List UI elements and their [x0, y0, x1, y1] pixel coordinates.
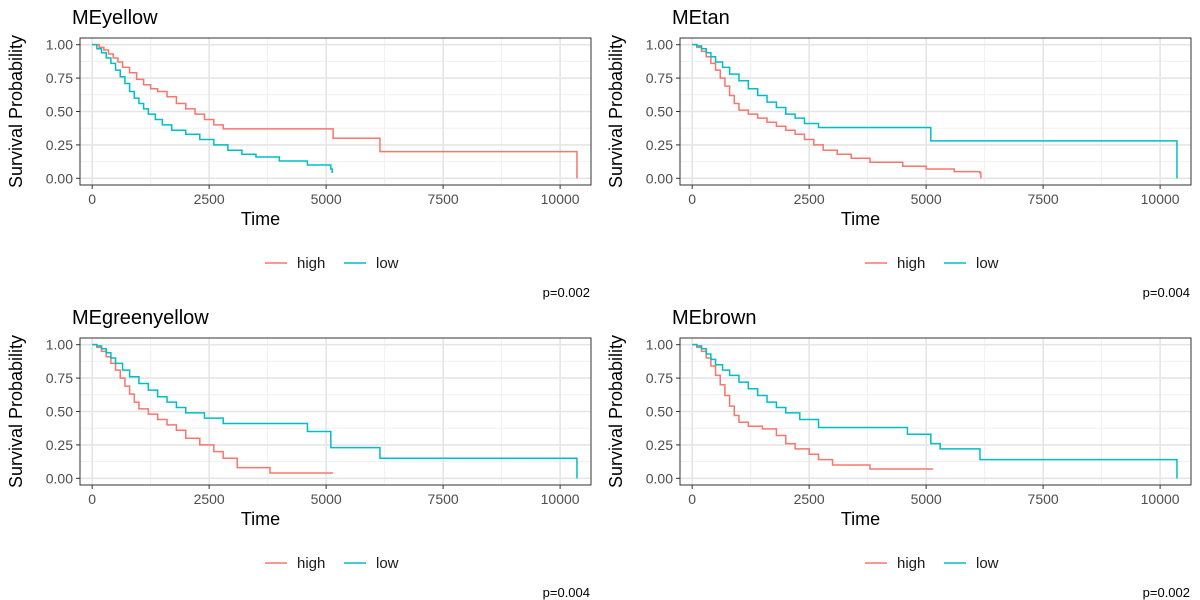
x-tick-label: 2500: [194, 191, 225, 207]
chart-panel-MEyellow: MEyellow 0 2500 5000 7500 10000 0.00 0.25 0.50 0.…: [6, 7, 620, 300]
y-tick-label: 0.50: [646, 404, 673, 420]
series-line-high: [92, 43, 578, 179]
chart-panel-MEgreenyellow: MEgreenyellow 0 2500 5000 7500 10000 0.00 0.25 0…: [6, 307, 620, 600]
chart-panel-MEbrown: MEbrown 0 2500 5000 7500 10000 0.00 0.25 0.50 0.7…: [606, 307, 1192, 600]
x-tick-label: 7500: [1028, 491, 1059, 507]
p-value: p=0.004: [543, 585, 590, 600]
p-value: p=0.004: [1143, 285, 1190, 300]
x-axis-title: Time: [841, 209, 880, 229]
series-line-low: [692, 43, 1178, 179]
y-axis-title: Survival Probability: [6, 35, 26, 188]
x-tick-label: 0: [688, 491, 696, 507]
x-tick-label: 5000: [911, 191, 942, 207]
x-tick-label: 10000: [541, 491, 580, 507]
x-tick-label: 7500: [428, 191, 459, 207]
chart-title: MEtan: [672, 7, 730, 29]
legend: high low: [265, 555, 399, 572]
legend-label-low: low: [376, 255, 399, 272]
y-tick-label: 0.50: [46, 104, 73, 120]
y-tick-label: 0.00: [46, 470, 73, 486]
x-tick-label: 10000: [1141, 491, 1180, 507]
y-tick-label: 0.00: [46, 170, 73, 186]
series-line-low: [692, 343, 1178, 479]
y-tick-label: 1.00: [646, 37, 673, 53]
series-line-low: [92, 43, 333, 173]
x-tick-label: 5000: [911, 491, 942, 507]
y-axis-title: Survival Probability: [6, 335, 26, 488]
x-tick-label: 7500: [428, 491, 459, 507]
y-tick-label: 0.00: [646, 470, 673, 486]
legend-label-low: low: [976, 255, 999, 272]
chart-title: MEgreenyellow: [72, 307, 209, 329]
x-tick-label: 0: [688, 191, 696, 207]
series-line-high: [692, 343, 934, 470]
p-value: p=0.002: [543, 285, 590, 300]
legend-label-low: low: [376, 555, 399, 572]
chart-title: MEbrown: [672, 307, 756, 329]
p-value: p=0.002: [1143, 585, 1190, 600]
x-tick-label: 2500: [794, 191, 825, 207]
y-tick-label: 1.00: [646, 337, 673, 353]
series-line-high: [92, 343, 334, 474]
legend: high low: [865, 555, 999, 572]
y-axis-title: Survival Probability: [606, 335, 626, 488]
y-tick-label: 0.75: [46, 370, 73, 386]
y-tick-label: 0.00: [646, 170, 673, 186]
legend: high low: [865, 255, 999, 272]
x-tick-label: 5000: [311, 191, 342, 207]
y-tick-label: 1.00: [46, 37, 73, 53]
x-tick-label: 7500: [1028, 191, 1059, 207]
x-tick-label: 2500: [794, 491, 825, 507]
x-axis-title: Time: [241, 209, 280, 229]
y-tick-label: 0.75: [646, 70, 673, 86]
y-tick-label: 0.50: [646, 104, 673, 120]
x-axis-title: Time: [241, 509, 280, 529]
x-tick-label: 0: [88, 191, 96, 207]
x-tick-label: 10000: [1141, 191, 1180, 207]
legend-label-high: high: [897, 555, 925, 572]
legend-label-low: low: [976, 555, 999, 572]
x-tick-label: 10000: [541, 191, 580, 207]
x-tick-label: 5000: [311, 491, 342, 507]
chart-panel-MEtan: MEtan 0 2500 5000 7500 10000 0.00 0.25 0.50 0.75 1…: [606, 7, 1192, 300]
x-tick-label: 2500: [194, 491, 225, 507]
series-line-low: [92, 343, 578, 479]
legend-label-high: high: [897, 255, 925, 272]
y-tick-label: 1.00: [46, 337, 73, 353]
legend-label-high: high: [297, 555, 325, 572]
x-tick-label: 0: [88, 491, 96, 507]
chart-title: MEyellow: [72, 7, 158, 29]
y-tick-label: 0.75: [46, 70, 73, 86]
y-tick-label: 0.75: [646, 370, 673, 386]
y-axis-title: Survival Probability: [606, 35, 626, 188]
x-axis-title: Time: [841, 509, 880, 529]
y-tick-label: 0.25: [46, 137, 73, 153]
y-tick-label: 0.25: [646, 437, 673, 453]
legend-label-high: high: [297, 255, 325, 272]
legend: high low: [265, 255, 399, 272]
series-line-high: [692, 43, 982, 179]
y-tick-label: 0.25: [46, 437, 73, 453]
y-tick-label: 0.50: [46, 404, 73, 420]
y-tick-label: 0.25: [646, 137, 673, 153]
